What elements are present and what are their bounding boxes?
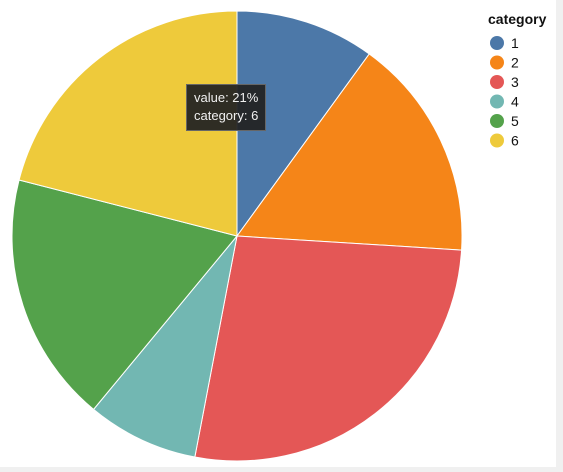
legend-swatch-4: [490, 94, 504, 109]
pie-slice-category-6[interactable]: [18, 10, 238, 237]
tooltip-value-line: value: 21%: [194, 90, 259, 105]
pie-slice-category-5[interactable]: [11, 179, 238, 411]
legend-label-4: 4: [511, 94, 519, 110]
legend-swatch-1: [490, 36, 504, 50]
tooltip: value: 21% category: 6: [186, 84, 267, 131]
legend: category 1 2 3 4 5 6: [488, 11, 547, 149]
pie-slice-category-4[interactable]: [92, 235, 238, 458]
legend-swatch-2: [490, 55, 504, 70]
tooltip-category-line: category: 6: [194, 108, 259, 123]
legend-label-5: 5: [511, 113, 519, 129]
pie-slice-category-1[interactable]: [236, 10, 370, 238]
legend-label-1: 1: [511, 35, 519, 51]
legend-swatch-5: [490, 114, 504, 128]
legend-items: 1 2 3 4 5 6: [490, 35, 519, 149]
pie-slices: [11, 10, 463, 462]
legend-swatch-6: [490, 133, 504, 148]
legend-label-3: 3: [511, 74, 519, 90]
pie-slice-category-2[interactable]: [236, 53, 463, 251]
legend-swatch-3: [490, 75, 504, 89]
legend-label-2: 2: [511, 55, 519, 71]
legend-title: category: [488, 11, 547, 27]
pie-slice-category-3[interactable]: [194, 235, 463, 462]
legend-label-6: 6: [511, 133, 519, 149]
